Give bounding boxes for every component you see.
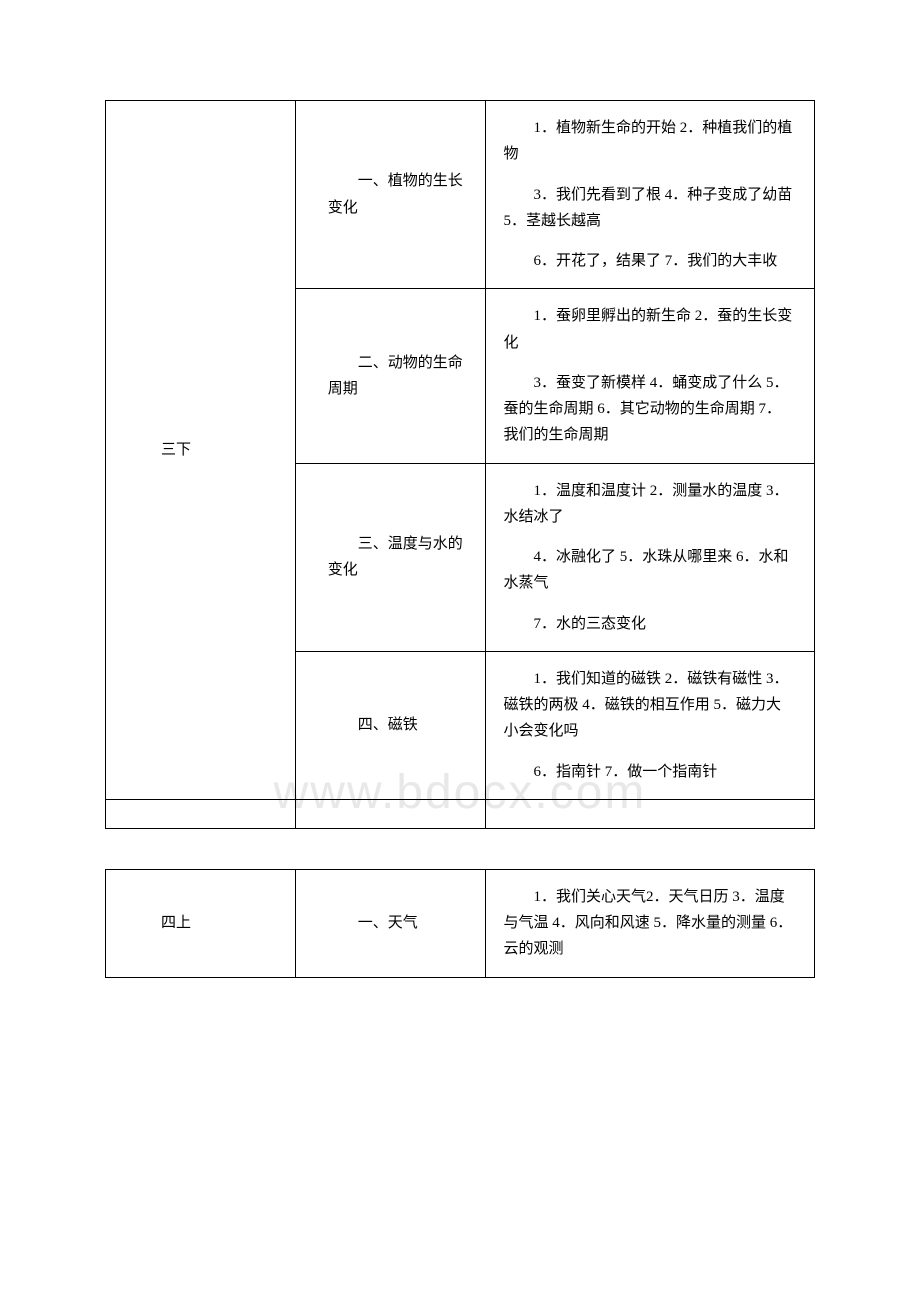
content-para: 6．开花了，结果了 7．我们的大丰收 (504, 248, 796, 274)
content-para: 1．蚕卵里孵出的新生命 2．蚕的生长变化 (504, 303, 796, 356)
content-wrapper: 三下 一、植物的生长变化 1．植物新生命的开始 2．种植我们的植物 3．我们先看… (105, 100, 815, 978)
content-cell: 1．我们知道的磁铁 2．磁铁有磁性 3．磁铁的两极 4．磁铁的相互作用 5．磁力… (485, 651, 814, 799)
content-cell: 1．蚕卵里孵出的新生命 2．蚕的生长变化 3．蚕变了新模样 4．蛹变成了什么 5… (485, 289, 814, 463)
grade-cell: 三下 (106, 101, 296, 800)
content-cell: 1．我们关心天气2．天气日历 3．温度与气温 4．风向和风速 5．降水量的测量 … (485, 869, 814, 977)
curriculum-table-1: 三下 一、植物的生长变化 1．植物新生命的开始 2．种植我们的植物 3．我们先看… (105, 100, 815, 829)
grade-cell: 四上 (106, 869, 296, 977)
content-para: 3．我们先看到了根 4．种子变成了幼苗 5．茎越长越高 (504, 182, 796, 235)
curriculum-table-2: 四上 一、天气 1．我们关心天气2．天气日历 3．温度与气温 4．风向和风速 5… (105, 869, 815, 978)
unit-text: 一、天气 (328, 910, 467, 936)
content-para: 3．蚕变了新模样 4．蛹变成了什么 5．蚕的生命周期 6．其它动物的生命周期 7… (504, 370, 796, 449)
unit-text: 一、植物的生长变化 (328, 168, 467, 221)
content-para: 7．水的三态变化 (504, 611, 796, 637)
unit-text: 二、动物的生命周期 (328, 350, 467, 403)
unit-text: 三、温度与水的变化 (328, 531, 467, 584)
content-cell: 1．植物新生命的开始 2．种植我们的植物 3．我们先看到了根 4．种子变成了幼苗… (485, 101, 814, 289)
content-cell: 1．温度和温度计 2．测量水的温度 3．水结冰了 4．冰融化了 5．水珠从哪里来… (485, 463, 814, 651)
content-para: 1．温度和温度计 2．测量水的温度 3．水结冰了 (504, 478, 796, 531)
content-para: 1．我们关心天气2．天气日历 3．温度与气温 4．风向和风速 5．降水量的测量 … (504, 884, 796, 963)
blank-row (106, 799, 815, 828)
content-para: 1．植物新生命的开始 2．种植我们的植物 (504, 115, 796, 168)
blank-cell (485, 799, 814, 828)
unit-text: 四、磁铁 (328, 712, 467, 738)
content-para: 6．指南针 7．做一个指南针 (504, 759, 796, 785)
table-row: 四上 一、天气 1．我们关心天气2．天气日历 3．温度与气温 4．风向和风速 5… (106, 869, 815, 977)
unit-cell: 一、天气 (295, 869, 485, 977)
table-row: 三下 一、植物的生长变化 1．植物新生命的开始 2．种植我们的植物 3．我们先看… (106, 101, 815, 289)
unit-cell: 二、动物的生命周期 (295, 289, 485, 463)
content-para: 1．我们知道的磁铁 2．磁铁有磁性 3．磁铁的两极 4．磁铁的相互作用 5．磁力… (504, 666, 796, 745)
blank-cell (295, 799, 485, 828)
unit-cell: 四、磁铁 (295, 651, 485, 799)
unit-cell: 三、温度与水的变化 (295, 463, 485, 651)
content-para: 4．冰融化了 5．水珠从哪里来 6．水和水蒸气 (504, 544, 796, 597)
blank-cell (106, 799, 296, 828)
unit-cell: 一、植物的生长变化 (295, 101, 485, 289)
